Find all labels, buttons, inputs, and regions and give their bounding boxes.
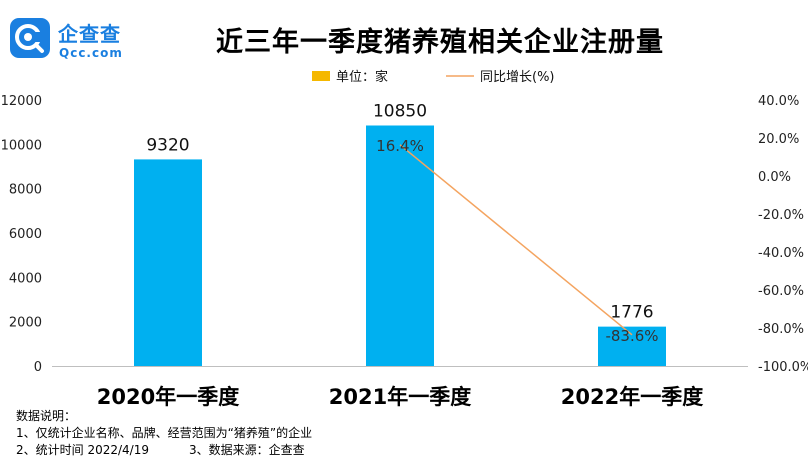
y-left-tick-label: 4000 bbox=[9, 271, 42, 286]
y-right-tick-label: 40.0% bbox=[758, 94, 799, 109]
y-left-tick-label: 12000 bbox=[1, 94, 42, 109]
legend-line-label: 同比增长(%) bbox=[480, 70, 555, 85]
bar-3 bbox=[598, 326, 666, 366]
bar-2 bbox=[366, 125, 434, 366]
y-right-tick-label: -80.0% bbox=[758, 322, 804, 337]
x-tick-label: 2020年一季度 bbox=[97, 385, 239, 409]
chart-title: 近三年一季度猪养殖相关企业注册量 bbox=[216, 27, 664, 58]
y-left-tick-label: 2000 bbox=[9, 316, 42, 331]
x-tick-label: 2021年一季度 bbox=[329, 385, 471, 409]
bar-1 bbox=[134, 159, 202, 366]
y-left-tick-label: 8000 bbox=[9, 183, 42, 198]
x-tick-label: 2022年一季度 bbox=[561, 385, 703, 409]
legend-bar-label: 单位：家 bbox=[336, 69, 388, 85]
bar-value-label: 9320 bbox=[146, 135, 189, 155]
y-right-tick-label: -20.0% bbox=[758, 208, 804, 223]
logo-domain: Qcc.com bbox=[59, 46, 123, 60]
bar-value-label: 1776 bbox=[610, 303, 653, 323]
legend-bar-swatch bbox=[312, 71, 330, 81]
y-right-tick-label: 20.0% bbox=[758, 132, 799, 147]
y-right-tick-label: -100.0% bbox=[758, 360, 808, 375]
y-left-tick-label: 10000 bbox=[1, 138, 42, 153]
growth-line-series bbox=[399, 144, 633, 336]
notes-item-1: 1、仅统计企业名称、品牌、经营范围为“猪养殖”的企业 bbox=[16, 426, 313, 440]
y-left-tick-label: 6000 bbox=[9, 227, 42, 242]
qcc-logo-icon bbox=[10, 18, 50, 58]
notes-item-3: 3、数据来源：企查查 bbox=[188, 443, 305, 457]
logo-name: 企查查 bbox=[58, 22, 121, 46]
y-right-tick-label: -40.0% bbox=[758, 246, 804, 261]
y-right-tick-label: 0.0% bbox=[758, 170, 791, 185]
y-right-tick-label: -60.0% bbox=[758, 284, 804, 299]
growth-data-label: 16.4% bbox=[376, 137, 424, 155]
notes-heading: 数据说明： bbox=[16, 409, 77, 423]
bar-value-label: 10850 bbox=[373, 101, 427, 121]
notes-row: 2、统计时间 2022/4/19 3、数据来源：企查查 bbox=[16, 442, 312, 459]
data-notes: 数据说明： 1、仅统计企业名称、品牌、经营范围为“猪养殖”的企业 2、统计时间 … bbox=[16, 408, 312, 459]
logo: 企查查 Qcc.com bbox=[8, 14, 148, 62]
notes-item-2: 2、统计时间 2022/4/19 bbox=[16, 443, 149, 457]
y-left-tick-label: 0 bbox=[34, 360, 42, 375]
growth-data-label: -83.6% bbox=[605, 327, 658, 345]
